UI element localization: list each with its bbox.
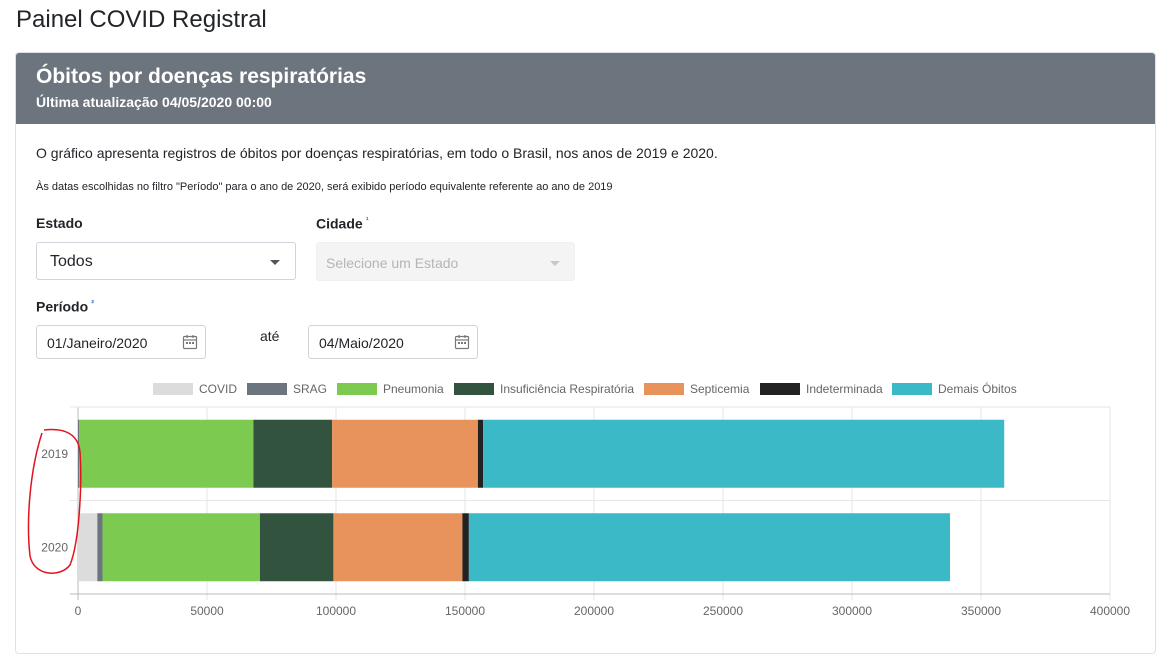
x-tick-label: 400000 [1090, 604, 1130, 618]
legend-label: Demais Óbitos [938, 382, 1017, 396]
date-separator: até [260, 328, 280, 344]
bar-segment [332, 419, 478, 488]
legend-label: Septicemia [690, 382, 750, 396]
estado-label: Estado [36, 215, 83, 231]
chevron-down-icon [550, 261, 560, 266]
chevron-down-icon [270, 260, 280, 265]
end-date-value: 04/Maio/2020 [319, 335, 404, 351]
legend-label: Indeterminada [806, 382, 883, 396]
periodo-label-text: Período [36, 298, 89, 315]
chart-description: O gráfico apresenta registros de óbitos … [36, 145, 718, 161]
legend-swatch [644, 383, 684, 395]
bar-segment [468, 513, 951, 582]
bar-segment [97, 513, 103, 582]
x-tick-label: 350000 [961, 604, 1001, 618]
legend-swatch [760, 383, 800, 395]
start-date-input[interactable]: 01/Janeiro/2020 [36, 325, 206, 359]
start-date-value: 01/Janeiro/2020 [47, 335, 148, 351]
legend-swatch [337, 383, 377, 395]
calendar-icon[interactable] [182, 334, 198, 350]
legend-swatch [892, 383, 932, 395]
bar-segment [253, 419, 333, 488]
footnote-2-marker: ² [91, 298, 95, 308]
page-title: Painel COVID Registral [16, 6, 267, 33]
legend-swatch [247, 383, 287, 395]
bar-segment [102, 513, 260, 582]
estado-select-value: Todos [50, 253, 93, 270]
x-tick-label: 250000 [703, 604, 743, 618]
footnote-1-marker: ¹ [365, 215, 369, 225]
bar-segment [78, 419, 80, 488]
bar-segment [333, 513, 463, 582]
cidade-select[interactable]: Selecione um Estado [316, 242, 575, 281]
bar-segment [462, 513, 469, 582]
bar-segment [483, 419, 1005, 488]
bar-segment [259, 513, 334, 582]
bar-segment [79, 419, 254, 488]
bar-segment [477, 419, 484, 488]
estado-select[interactable]: Todos [36, 242, 296, 280]
card-title: Óbitos por doenças respiratórias [36, 65, 367, 88]
legend-swatch [153, 383, 193, 395]
x-tick-label: 0 [75, 604, 82, 618]
x-tick-label: 100000 [316, 604, 356, 618]
legend-label: Pneumonia [383, 382, 444, 396]
annotation-circle [27, 428, 82, 574]
x-tick-label: 200000 [574, 604, 614, 618]
legend-swatch [454, 383, 494, 395]
deaths-stacked-bar-chart: 0 50000 100000 150000 200000 250000 300000 3500… [27, 406, 1130, 618]
periodo-label: Período ² [36, 298, 94, 315]
end-date-input[interactable]: 04/Maio/2020 [308, 325, 478, 359]
card-header: Óbitos por doenças respiratórias Última … [16, 53, 1155, 124]
x-tick-label: 300000 [832, 604, 872, 618]
cidade-label-text: Cidade [316, 215, 363, 232]
x-tick-label: 50000 [190, 604, 224, 618]
card-subtitle: Última atualização 04/05/2020 00:00 [36, 94, 272, 110]
period-note: Às datas escolhidas no filtro "Período" … [36, 181, 613, 193]
y-category-label: 2019 [41, 447, 68, 461]
legend-label: Insuficiência Respiratória [500, 382, 635, 396]
y-category-label: 2020 [41, 540, 68, 554]
legend-label: COVID [199, 382, 238, 396]
x-tick-label: 150000 [445, 604, 485, 618]
bar-segment [78, 513, 98, 582]
cidade-select-placeholder: Selecione um Estado [326, 255, 459, 271]
calendar-icon[interactable] [454, 334, 470, 350]
legend-label: SRAG [293, 382, 328, 396]
cidade-label: Cidade ¹ [316, 215, 369, 232]
